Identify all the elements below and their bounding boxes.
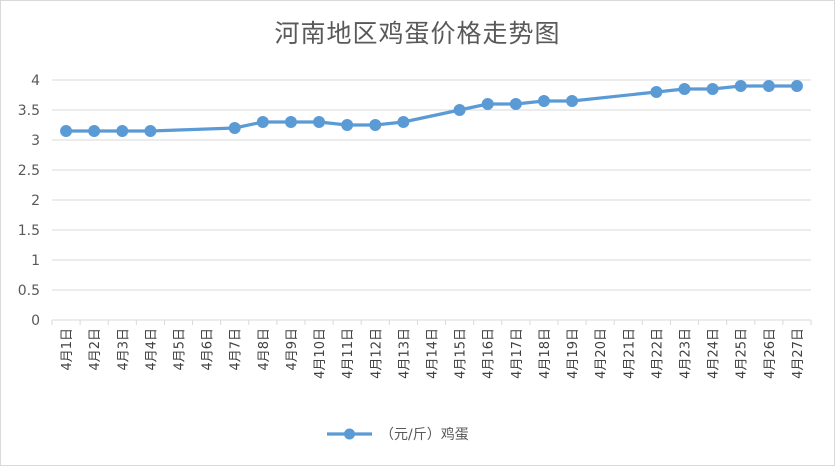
x-tick-label: 4月21日 bbox=[622, 328, 637, 379]
data-point bbox=[650, 86, 663, 98]
y-tick-label: 0 bbox=[31, 313, 40, 329]
x-tick-label: 4月3日 bbox=[116, 328, 131, 371]
x-tick-label: 4月15日 bbox=[454, 328, 469, 379]
x-tick-label: 4月26日 bbox=[763, 328, 778, 379]
x-tick-label: 4月20日 bbox=[594, 328, 609, 379]
data-point bbox=[481, 98, 494, 110]
data-point bbox=[509, 98, 522, 110]
x-tick-label: 4月18日 bbox=[538, 328, 553, 379]
chart-title: 河南地区鸡蛋价格走势图 bbox=[274, 19, 561, 48]
data-point bbox=[284, 116, 297, 128]
y-tick-label: 2.5 bbox=[18, 163, 40, 179]
x-tick-label: 4月27日 bbox=[791, 328, 806, 379]
x-axis-ticks: 4月1日 4月2日 4月3日 4月4日 4月5日 4月6日 4月7日 4月8日 4月9日 4月10… bbox=[51, 320, 812, 379]
data-point bbox=[60, 125, 73, 137]
gridlines bbox=[52, 79, 811, 321]
data-point bbox=[369, 119, 382, 131]
y-tick-label: 1.5 bbox=[18, 223, 40, 239]
data-point bbox=[88, 125, 101, 137]
legend-marker bbox=[344, 428, 355, 440]
x-tick-label: 4月22日 bbox=[650, 328, 665, 379]
x-tick-label: 4月1日 bbox=[60, 328, 75, 371]
y-axis-ticks: 0 0.5 1 1.5 2 2.5 3 3.5 4 bbox=[18, 73, 40, 329]
data-point bbox=[790, 80, 803, 92]
x-tick-label: 4月16日 bbox=[482, 328, 497, 379]
data-point bbox=[566, 95, 579, 107]
x-tick-label: 4月23日 bbox=[679, 328, 694, 379]
y-tick-label: 3 bbox=[31, 133, 40, 149]
y-tick-label: 2 bbox=[31, 193, 40, 209]
x-tick-label: 4月5日 bbox=[173, 328, 188, 371]
x-tick-label: 4月24日 bbox=[707, 328, 722, 379]
x-tick-label: 4月14日 bbox=[426, 328, 441, 379]
y-tick-label: 1 bbox=[31, 253, 40, 269]
x-tick-label: 4月25日 bbox=[735, 328, 750, 379]
x-tick-label: 4月12日 bbox=[369, 328, 384, 379]
data-point bbox=[256, 116, 269, 128]
data-point bbox=[706, 83, 719, 95]
data-point bbox=[341, 119, 354, 131]
data-point bbox=[116, 125, 129, 137]
legend: （元/斤）鸡蛋 bbox=[327, 426, 469, 443]
x-tick-label: 4月17日 bbox=[510, 328, 525, 379]
x-tick-label: 4月11日 bbox=[341, 328, 356, 379]
x-tick-label: 4月2日 bbox=[88, 328, 103, 371]
legend-label: （元/斤）鸡蛋 bbox=[380, 426, 469, 443]
data-point bbox=[734, 80, 747, 92]
data-point bbox=[313, 116, 326, 128]
x-tick-label: 4月10日 bbox=[313, 328, 328, 379]
x-tick-label: 4月13日 bbox=[397, 328, 412, 379]
x-tick-label: 4月9日 bbox=[285, 328, 300, 371]
data-point bbox=[397, 116, 410, 128]
y-tick-label: 0.5 bbox=[18, 283, 40, 299]
x-tick-label: 4月4日 bbox=[144, 328, 159, 371]
series-line bbox=[66, 84, 797, 133]
x-tick-label: 4月19日 bbox=[566, 328, 581, 379]
y-tick-label: 3.5 bbox=[18, 103, 40, 119]
x-tick-label: 4月7日 bbox=[229, 328, 244, 371]
data-point bbox=[228, 122, 241, 134]
x-tick-label: 4月8日 bbox=[257, 328, 272, 371]
series-layer bbox=[60, 80, 803, 137]
y-tick-label: 4 bbox=[31, 73, 40, 89]
data-point bbox=[144, 125, 157, 137]
data-point bbox=[678, 83, 691, 95]
data-point bbox=[762, 80, 775, 92]
x-tick-label: 4月6日 bbox=[201, 328, 216, 371]
data-point bbox=[537, 95, 550, 107]
data-point bbox=[453, 104, 466, 116]
